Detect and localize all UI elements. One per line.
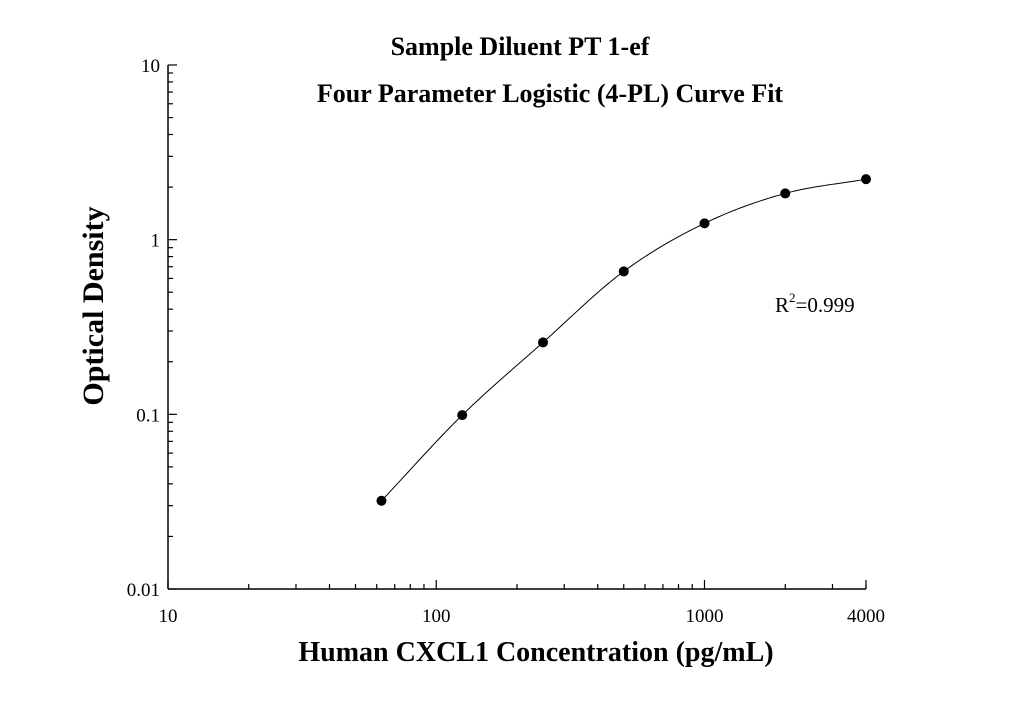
r-squared-annotation: R2=0.999	[775, 290, 855, 317]
r-squared-label: R	[775, 293, 789, 317]
x-tick-label: 4000	[847, 606, 885, 627]
x-axis-ticks: 10 100 1000 4000	[159, 580, 885, 627]
y-tick-label: 0.01	[127, 580, 160, 601]
x-tick-label: 100	[422, 606, 451, 627]
y-tick-label: 0.1	[136, 405, 160, 426]
axes	[167, 65, 866, 590]
y-axis-label: Optical Density	[77, 206, 110, 405]
data-point	[537, 337, 548, 348]
chart-subtitle: Four Parameter Logistic (4-PL) Curve Fit	[317, 79, 784, 108]
data-points	[376, 174, 871, 506]
x-axis-label: Human CXCL1 Concentration (pg/mL)	[298, 637, 773, 668]
y-tick-label: 10	[141, 56, 160, 77]
chart-title: Sample Diluent PT 1-ef	[391, 32, 650, 61]
r-squared-superscript: 2	[789, 290, 796, 305]
fit-curve	[381, 178, 867, 502]
data-point	[457, 410, 468, 421]
data-point	[699, 218, 710, 229]
data-point	[618, 266, 629, 277]
y-axis-ticks: 0.01 0.1 1 10	[127, 56, 177, 601]
data-point	[780, 188, 791, 199]
data-point	[376, 495, 387, 506]
data-point	[861, 174, 871, 185]
r-squared-value: =0.999	[796, 293, 855, 317]
x-tick-label: 1000	[685, 606, 723, 627]
y-tick-label: 1	[151, 231, 161, 252]
x-tick-label: 10	[159, 606, 178, 627]
